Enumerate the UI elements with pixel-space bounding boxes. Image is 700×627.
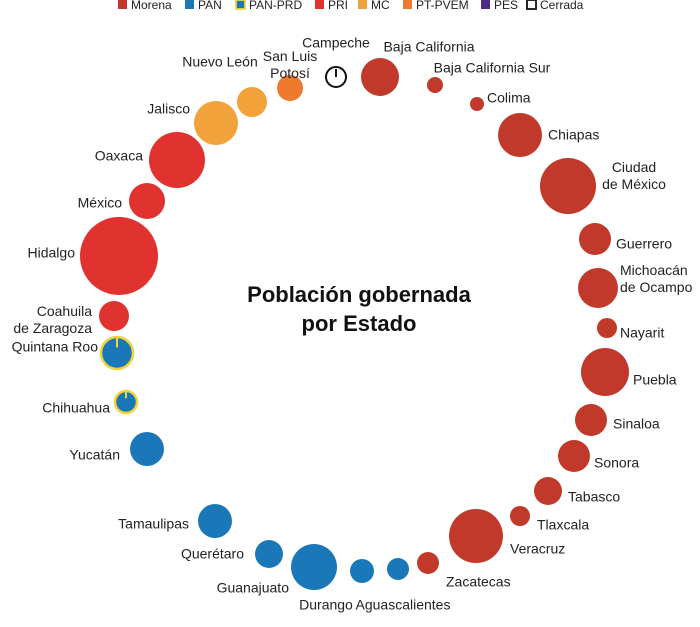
bubble-coahuila-de-zaragoza [99,301,129,331]
legend-label-pan: PAN [198,0,222,12]
bubble-guerrero [579,223,611,255]
label-zacatecas: Zacatecas [446,574,511,590]
label-nuevo-leon: Nuevo León [182,54,258,70]
chart-title-line-1: Población gobernada [247,282,471,307]
legend-swatch-pes [481,0,490,9]
label-san-luis-potosi-line-2: Potosí [270,65,310,81]
label-durango: Durango [299,597,353,613]
bubble-quintana-roo [99,335,135,371]
bubble-zacatecas [417,552,439,574]
label-coahuila-de-zaragoza-line-2: de Zaragoza [13,320,92,336]
bubble-mexico [129,183,165,219]
chart-title-line-2: por Estado [302,311,417,336]
label-mexico: México [78,195,123,211]
bubble-aguascalientes [387,558,409,580]
label-jalisco: Jalisco [147,101,190,117]
bubble-tlaxcala [510,506,530,526]
label-nayarit: Nayarit [620,325,664,341]
bubble-nayarit [597,318,617,338]
bubble-durango [350,559,374,583]
label-hidalgo: Hidalgo [28,245,76,261]
legend-label-mc: MC [371,0,390,12]
bubble-hidalgo [80,217,158,295]
legend-label-cerrada: Cerrada [540,0,584,12]
bubble-sinaloa [575,404,607,436]
label-quintana-roo: Quintana Roo [12,339,99,355]
legend-swatch-pt-pvem [403,0,412,9]
bubble-colima [470,97,484,111]
label-chihuahua: Chihuahua [42,400,110,416]
legend-label-morena: Morena [131,0,172,12]
label-coahuila-de-zaragoza-line-1: Coahuila [37,303,92,319]
label-veracruz: Veracruz [510,541,565,557]
bubble-tamaulipas [198,504,232,538]
label-michoacan-de-ocampo-line-2: de Ocampo [620,279,693,295]
legend-swatch-pan-prd [235,0,246,10]
bubble-labels: Campeche Baja California Baja California S… [12,35,693,613]
label-michoacan-de-ocampo-line-1: Michoacán [620,262,688,278]
label-queretaro: Querétaro [181,546,244,562]
label-chiapas: Chiapas [548,127,599,143]
label-san-luis-potosi-line-1: San Luis [263,48,317,64]
legend-label-pt-pvem: PT-PVEM [416,0,469,12]
bubble-queretaro [255,540,283,568]
label-baja-california-sur: Baja California Sur [434,60,551,76]
label-baja-california: Baja California [383,39,474,55]
bubbles [80,58,629,590]
label-tabasco: Tabasco [568,489,620,505]
bubble-guanajuato [291,544,337,590]
legend-swatch-mc [358,0,367,9]
label-sonora: Sonora [594,455,639,471]
bubble-veracruz [449,509,503,563]
bubble-oaxaca [149,132,205,188]
label-ciudad-de-mexico-line-1: Ciudad [612,159,656,175]
bubble-chiapas [498,113,542,157]
legend-swatch-morena [118,0,127,9]
label-campeche: Campeche [302,35,370,51]
label-tlaxcala: Tlaxcala [537,517,589,533]
label-oaxaca: Oaxaca [95,148,143,164]
legend-swatch-pan [185,0,194,9]
bubble-ciudad-de-mexico [540,158,596,214]
bubble-chihuahua [113,389,139,415]
label-guerrero: Guerrero [616,236,672,252]
label-puebla: Puebla [633,372,677,388]
bubble-baja-california-sur [427,77,443,93]
bubble-nuevo-leon [237,87,267,117]
bubble-tabasco [534,477,562,505]
label-guanajuato: Guanajuato [217,580,290,596]
label-tamaulipas: Tamaulipas [118,516,189,532]
legend-label-pri: PRI [328,0,348,12]
bubble-jalisco [194,101,238,145]
bubble-baja-california [361,58,399,96]
label-aguascalientes: Aguascalientes [356,597,451,613]
legend-swatch-cerrada [526,0,537,10]
legend-label-pan-prd: PAN-PRD [249,0,302,12]
legend-swatch-pri [315,0,324,9]
bubble-michoacan-de-ocampo [578,268,618,308]
bubble-yucatan [130,432,164,466]
bubble-sonora [558,440,590,472]
legend-label-pes: PES [494,0,518,12]
label-ciudad-de-mexico-line-2: de México [602,176,666,192]
bubble-puebla [581,348,629,396]
label-yucatan: Yucatán [69,447,120,463]
bubble-san-luis-potosi [277,75,303,101]
legend: Morena PAN PAN-PRD PRI MC PT-PVEM PES Cerrada [118,0,584,12]
label-sinaloa: Sinaloa [613,416,660,432]
label-colima: Colima [487,90,531,106]
